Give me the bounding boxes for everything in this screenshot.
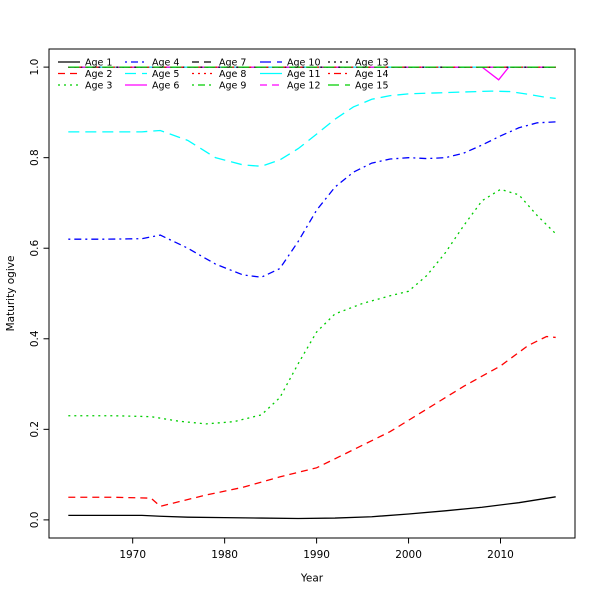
x-axis-tick-label: 2010 xyxy=(487,549,514,561)
legend-entry: Age 8 xyxy=(192,69,246,80)
legend-entry: Age 15 xyxy=(328,81,388,92)
legend-label: Age 5 xyxy=(152,69,179,80)
series-line-age-3 xyxy=(68,188,557,425)
legend-entry: Age 2 xyxy=(58,69,112,80)
y-axis-tick-label: 0.2 xyxy=(29,421,41,438)
series-line-age-2 xyxy=(68,335,556,508)
legend-label: Age 8 xyxy=(219,69,246,80)
y-axis-tick-label: 1.0 xyxy=(29,59,41,76)
axes: 1970 1980 1990 2000 2010 0.0 0.2 0.4 0.6 0.8 1.0 xyxy=(29,59,514,561)
series-line-age-5 xyxy=(68,90,556,167)
legend-entry: Age 13 xyxy=(328,58,388,69)
plot-area xyxy=(48,48,576,539)
legend-entry: Age 4 xyxy=(125,58,179,69)
x-axis-tick-label: 1970 xyxy=(119,549,146,561)
legend-entry: Age 10 xyxy=(260,58,320,69)
legend-label: Age 10 xyxy=(287,58,320,69)
legend-label: Age 12 xyxy=(287,81,320,92)
legend-label: Age 9 xyxy=(219,81,246,92)
x-axis-tick-label: 1980 xyxy=(211,549,238,561)
legend-entry: Age 5 xyxy=(125,69,179,80)
y-axis-title: Maturity ogive xyxy=(5,256,17,332)
y-axis-tick-label: 0.8 xyxy=(29,149,41,166)
legend-label: Age 13 xyxy=(355,58,388,69)
series-layer xyxy=(68,66,557,520)
legend-entry: Age 12 xyxy=(260,81,320,92)
legend-label: Age 11 xyxy=(287,69,320,80)
x-axis-tick-label: 2000 xyxy=(395,549,422,561)
legend-label: Age 2 xyxy=(85,69,112,80)
series-line-age-4 xyxy=(68,121,556,278)
y-axis-tick-label: 0.6 xyxy=(29,240,41,257)
legend-entry: Age 6 xyxy=(125,81,179,92)
legend-entry: Age 11 xyxy=(260,69,320,80)
legend-label: Age 4 xyxy=(152,58,179,69)
legend-label: Age 14 xyxy=(355,69,388,80)
legend-label: Age 6 xyxy=(152,81,179,92)
series-line-age-1 xyxy=(68,496,556,520)
legend-label: Age 1 xyxy=(85,58,112,69)
legend-entry: Age 3 xyxy=(58,81,112,92)
legend-entry: Age 7 xyxy=(192,58,246,69)
y-axis-tick-label: 0.0 xyxy=(29,512,41,529)
x-axis-tick-label: 1990 xyxy=(303,549,330,561)
x-axis-title: Year xyxy=(300,573,324,585)
legend-label: Age 15 xyxy=(355,81,388,92)
legend-label: Age 7 xyxy=(219,58,246,69)
legend-entry: Age 1 xyxy=(58,58,112,69)
y-axis-tick-label: 0.4 xyxy=(29,330,41,347)
legend-entry: Age 9 xyxy=(192,81,246,92)
legend-entry: Age 14 xyxy=(328,69,388,80)
plot-border xyxy=(48,48,576,539)
legend-label: Age 3 xyxy=(85,81,112,92)
